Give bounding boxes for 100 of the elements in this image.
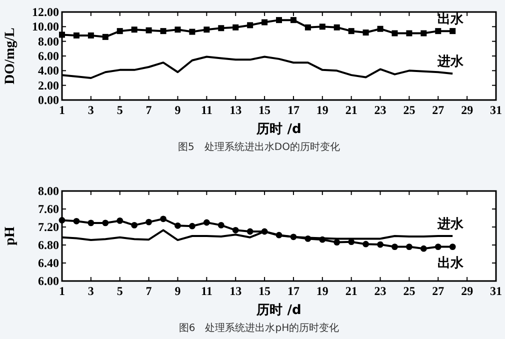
point: [247, 22, 254, 28]
x-tick-label: 31: [490, 284, 502, 298]
point: [434, 244, 442, 250]
point: [377, 241, 384, 248]
legend-label: 出水: [438, 256, 465, 271]
point: [102, 220, 109, 226]
point: [348, 238, 355, 246]
x-tick-label: 19: [316, 284, 328, 298]
x-tick-label: 21: [345, 103, 358, 117]
point: [174, 26, 181, 33]
y-tick-label: 7.60: [38, 202, 59, 216]
point: [392, 244, 398, 250]
point: [304, 236, 312, 242]
x-axis-title: 历时 /d: [256, 303, 302, 318]
point: [290, 17, 296, 24]
x-tick-label: 5: [116, 103, 123, 117]
point: [218, 25, 224, 32]
point: [392, 30, 398, 36]
point: [146, 27, 152, 34]
x-tick-label: 29: [461, 103, 474, 117]
point: [261, 228, 268, 235]
y-tick-label: 8.00: [38, 184, 59, 198]
point: [362, 30, 369, 36]
y-tick-label: 12.00: [32, 5, 59, 19]
y-tick-label: 6.80: [38, 238, 59, 252]
x-tick-label: 17: [287, 103, 300, 117]
point: [116, 28, 123, 34]
point: [102, 34, 108, 40]
point: [420, 245, 427, 252]
point: [218, 222, 224, 228]
point: [435, 28, 442, 34]
point: [189, 222, 196, 230]
point: [116, 218, 124, 224]
y-tick-label: 7.20: [38, 220, 59, 234]
point: [334, 239, 340, 246]
point: [189, 28, 196, 35]
point: [204, 26, 210, 33]
point: [160, 216, 166, 222]
legend-label: 进水: [436, 54, 465, 70]
y-tick-label: 6.00: [38, 274, 59, 288]
y-tick-label: 8.00: [38, 34, 59, 48]
y-axis-title: DO/mg/L: [3, 28, 18, 84]
x-tick-label: 23: [374, 284, 386, 298]
point: [246, 228, 254, 235]
point: [262, 19, 268, 26]
point: [232, 226, 239, 234]
y-axis-title: pH: [3, 226, 18, 246]
x-tick-label: 7: [146, 284, 152, 298]
point: [131, 222, 138, 228]
point: [406, 244, 412, 250]
x-tick-label: 11: [200, 103, 212, 117]
y-tick-label: 2.00: [38, 78, 59, 92]
x-tick-label: 1: [59, 103, 65, 117]
point: [160, 28, 166, 34]
point: [319, 236, 326, 243]
y-tick-label: 10.00: [32, 20, 59, 34]
point: [420, 30, 427, 36]
y-tick-label: 6.00: [38, 49, 59, 63]
point: [73, 32, 80, 38]
point: [450, 28, 456, 34]
point: [58, 217, 66, 224]
y-tick-label: 4.00: [38, 64, 59, 78]
point: [276, 232, 282, 238]
x-tick-label: 3: [88, 284, 94, 298]
point: [304, 24, 311, 30]
x-tick-label: 19: [316, 103, 328, 117]
point: [362, 240, 369, 248]
point: [377, 26, 384, 32]
y-tick-label: 0.00: [38, 93, 59, 107]
point: [88, 32, 94, 38]
point: [290, 234, 297, 240]
x-tick-label: 29: [461, 284, 474, 298]
x-tick-label: 27: [432, 284, 444, 298]
point: [73, 218, 80, 224]
text: 图6 处理系统进出水pH的历时变化: [178, 322, 340, 334]
x-tick-label: 15: [258, 103, 271, 117]
x-tick-label: 3: [88, 103, 94, 117]
point: [406, 30, 412, 36]
x-tick-label: 5: [116, 284, 123, 298]
point: [174, 222, 181, 229]
x-axis-title: 历时 /d: [256, 122, 302, 137]
point: [59, 32, 65, 38]
x-tick-label: 7: [146, 103, 152, 117]
x-tick-label: 25: [403, 103, 416, 117]
x-tick-label: 13: [230, 103, 242, 117]
point: [146, 218, 152, 226]
point: [319, 24, 326, 30]
x-tick-label: 27: [432, 103, 444, 117]
point: [449, 244, 456, 250]
x-tick-label: 1: [59, 284, 65, 298]
legend-label: 出水: [438, 12, 465, 28]
x-tick-label: 23: [374, 103, 386, 117]
point: [203, 219, 210, 226]
x-tick-label: 15: [258, 284, 271, 298]
x-tick-label: 9: [174, 103, 181, 117]
x-tick-label: 11: [200, 284, 212, 298]
point: [276, 17, 282, 24]
text: 图5 处理系统进出水DO的历时变化: [178, 141, 340, 153]
x-tick-label: 13: [230, 284, 242, 298]
x-tick-label: 25: [403, 284, 416, 298]
